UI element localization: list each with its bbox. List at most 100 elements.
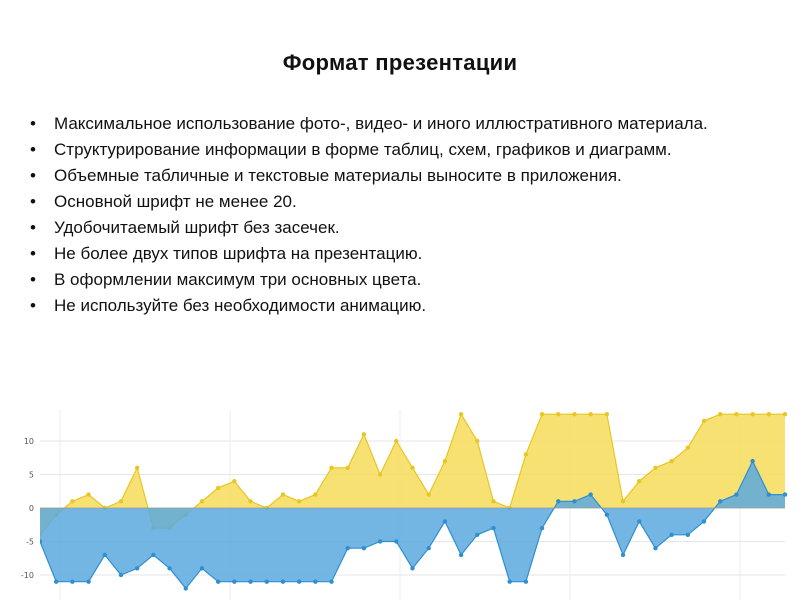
series-b-point — [134, 566, 140, 571]
series-a-point — [329, 465, 334, 470]
series-a-point — [248, 499, 253, 504]
series-b-point — [734, 492, 739, 497]
bullet-list: • Максимальное использование фото-, видео… — [28, 114, 780, 322]
series-b-point — [102, 552, 107, 558]
bullet-item: • Структурирование информации в форме таб… — [28, 140, 780, 160]
series-a-point — [637, 479, 642, 484]
y-tick-label: -5 — [26, 538, 34, 547]
series-a-point — [620, 499, 626, 504]
series-a-point — [572, 412, 577, 417]
series-b-point — [377, 539, 383, 544]
series-b-point — [394, 539, 399, 544]
bullet-marker: • — [30, 114, 36, 133]
series-b-point — [86, 579, 91, 584]
y-tick-label: -10 — [21, 571, 34, 580]
series-a-point — [118, 499, 124, 504]
y-tick-label: 5 — [29, 471, 34, 480]
bullet-marker: • — [30, 140, 36, 159]
series-b-point — [70, 579, 75, 584]
series-b-point — [151, 552, 156, 558]
series-a-point — [296, 499, 302, 504]
bullet-text: Не более двух типов шрифта на презентаци… — [54, 244, 423, 263]
bullet-marker: • — [30, 218, 36, 237]
bullet-marker: • — [30, 270, 36, 289]
bullet-marker: • — [30, 192, 36, 211]
series-a-point — [782, 412, 788, 417]
series-b-point — [588, 492, 593, 497]
series-b-point — [507, 579, 512, 584]
series-a-point — [345, 465, 350, 470]
series-a-point — [539, 412, 545, 417]
series-a-point — [313, 492, 318, 497]
series-b-point — [118, 572, 124, 578]
bullet-text: Не используйте без необходимости анимаци… — [54, 296, 427, 315]
series-a-point — [442, 458, 448, 464]
series-b-point — [53, 579, 59, 584]
series-b-point — [167, 566, 172, 571]
series-a-point — [134, 465, 140, 470]
bullet-marker: • — [30, 296, 36, 315]
series-a-point — [458, 412, 464, 417]
series-b-point — [426, 546, 431, 551]
bullet-item: • Не более двух типов шрифта на презентац… — [28, 244, 780, 264]
series-b-point — [442, 519, 448, 524]
series-a-point — [734, 412, 739, 417]
series-a-point — [410, 465, 415, 470]
bullet-text: Структурирование информации в форме табл… — [54, 140, 672, 159]
bullet-item: • Максимальное использование фото-, видео… — [28, 114, 780, 134]
series-b-point — [718, 499, 723, 504]
series-b-point — [232, 579, 237, 584]
series-b-point — [248, 579, 253, 584]
series-a-point — [475, 438, 480, 444]
series-b-point — [653, 546, 658, 551]
series-a-point — [556, 412, 561, 417]
series-b-point — [539, 525, 545, 531]
series-a-point — [653, 465, 658, 470]
series-b-point — [523, 579, 529, 584]
series-a-point — [523, 452, 529, 457]
series-a-point — [604, 412, 610, 417]
series-a-point — [86, 492, 91, 497]
y-tick-label: 10 — [24, 437, 34, 446]
series-b-point — [782, 492, 788, 497]
bullet-text: Удобочитаемый шрифт без засечек. — [54, 218, 340, 237]
series-b-point — [199, 566, 205, 571]
bullet-text: Объемные табличные и текстовые материалы… — [54, 166, 622, 185]
series-a-point — [685, 445, 691, 450]
series-a-point — [280, 492, 286, 497]
series-a-point — [718, 412, 723, 417]
bullet-item: • В оформлении максимум три основных цвет… — [28, 270, 780, 290]
series-b-point — [296, 579, 302, 584]
bullet-marker: • — [30, 244, 36, 263]
series-b-point — [556, 499, 561, 504]
series-b-point — [410, 566, 415, 571]
series-a-point — [588, 412, 593, 417]
series-b-area — [40, 461, 785, 589]
bullet-item: • Объемные табличные и текстовые материал… — [28, 166, 780, 186]
series-a-point — [766, 412, 772, 417]
decorative-area-chart: 10 5 0 -5 -10 — [21, 410, 788, 600]
series-a-point — [215, 485, 221, 491]
series-b-point — [685, 532, 691, 537]
plot-area — [40, 412, 788, 591]
series-b-point — [620, 552, 626, 558]
series-a-point — [232, 479, 237, 484]
series-b-point — [750, 458, 755, 464]
series-b-point — [669, 532, 674, 537]
bullet-item: • Не используйте без необходимости анимац… — [28, 296, 780, 316]
series-a-point — [199, 499, 205, 504]
series-a-point — [394, 438, 399, 444]
bullet-text: В оформлении максимум три основных цвета… — [54, 270, 422, 289]
series-b-point — [604, 512, 610, 517]
series-b-point — [491, 525, 496, 531]
series-b-point — [215, 579, 221, 584]
series-a-point — [361, 432, 367, 437]
series-b-point — [572, 499, 577, 504]
series-a-point — [491, 499, 496, 504]
series-b-point — [40, 539, 43, 544]
series-b-point — [264, 579, 269, 584]
bullet-marker: • — [30, 166, 36, 185]
bullet-text: Максимальное использование фото-, видео-… — [54, 114, 708, 133]
series-b-point — [766, 492, 772, 497]
